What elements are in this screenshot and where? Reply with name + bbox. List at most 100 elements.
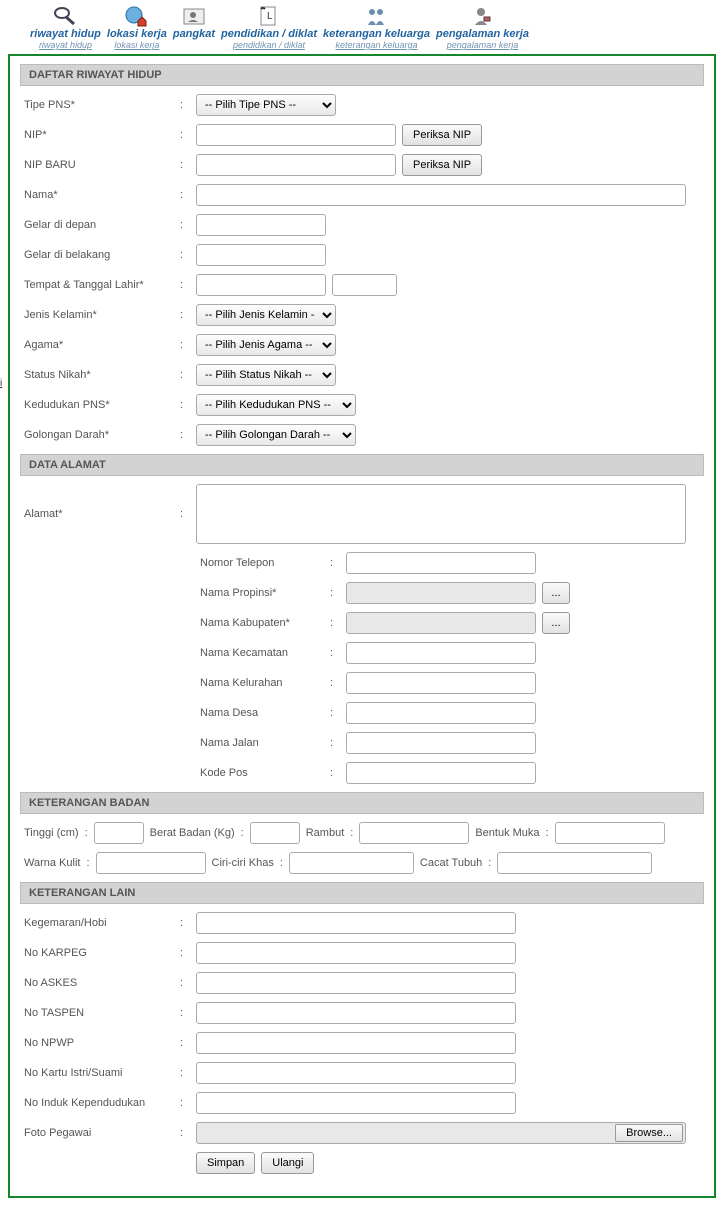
- browse-button[interactable]: Browse...: [615, 1124, 683, 1142]
- nav-sublabel: pendidikan / diklat: [233, 40, 305, 50]
- label-kedudukan: Kedudukan PNS*: [24, 399, 180, 411]
- label-kodepos: Kode Pos: [200, 767, 330, 779]
- nav-label: pangkat: [173, 28, 215, 40]
- input-npwp[interactable]: [196, 1032, 516, 1054]
- magnifier-icon: [51, 4, 79, 28]
- nav-sublabel: keterangan keluarga: [335, 40, 417, 50]
- input-cacat[interactable]: [497, 852, 652, 874]
- select-status-nikah[interactable]: -- Pilih Status Nikah --: [196, 364, 336, 386]
- nav-pendidikan[interactable]: L pendidikan / diklat pendidikan / dikla…: [221, 4, 317, 50]
- label-status-nikah: Status Nikah*: [24, 369, 180, 381]
- nav-label: riwayat hidup: [30, 28, 101, 40]
- input-ciri[interactable]: [289, 852, 414, 874]
- input-taspen[interactable]: [196, 1002, 516, 1024]
- input-karpeg[interactable]: [196, 942, 516, 964]
- textarea-alamat[interactable]: [196, 484, 686, 544]
- input-kabupaten: [346, 612, 536, 634]
- periksa-nip-baru-button[interactable]: Periksa NIP: [402, 154, 482, 176]
- select-jk[interactable]: -- Pilih Jenis Kelamin --: [196, 304, 336, 326]
- label-kartu-istri: No Kartu Istri/Suami: [24, 1067, 180, 1079]
- label-cacat: Cacat Tubuh: [420, 857, 482, 869]
- label-ciri: Ciri-ciri Khas: [212, 857, 274, 869]
- nav-sublabel: lokasi kerja: [114, 40, 159, 50]
- label-alamat: Alamat*: [24, 484, 180, 520]
- lookup-kabupaten-button[interactable]: ...: [542, 612, 570, 634]
- input-kartu-istri[interactable]: [196, 1062, 516, 1084]
- label-karpeg: No KARPEG: [24, 947, 180, 959]
- label-tipe-pns: Tipe PNS*: [24, 99, 180, 111]
- input-askes[interactable]: [196, 972, 516, 994]
- label-gelar-belakang: Gelar di belakang: [24, 249, 180, 261]
- simpan-button[interactable]: Simpan: [196, 1152, 255, 1174]
- input-kecamatan[interactable]: [346, 642, 536, 664]
- label-ttl: Tempat & Tanggal Lahir*: [24, 279, 180, 291]
- person-card-icon: [180, 4, 208, 28]
- label-askes: No ASKES: [24, 977, 180, 989]
- input-tempat-lahir[interactable]: [196, 274, 326, 296]
- input-gelar-belakang[interactable]: [196, 244, 326, 266]
- nav-label: pendidikan / diklat: [221, 28, 317, 40]
- svg-text:L: L: [267, 11, 273, 22]
- nav-riwayat-hidup[interactable]: riwayat hidup riwayat hidup: [30, 4, 101, 50]
- nav-lokasi-kerja[interactable]: lokasi kerja lokasi kerja: [107, 4, 167, 50]
- section-riwayat-hidup: DAFTAR RIWAYAT HIDUP: [20, 64, 704, 86]
- input-jalan[interactable]: [346, 732, 536, 754]
- nav-bar: riwayat hidup riwayat hidup lokasi kerja…: [0, 0, 724, 52]
- label-bentuk-muka: Bentuk Muka: [475, 827, 539, 839]
- section-keterangan-badan: KETERANGAN BADAN: [20, 792, 704, 814]
- label-golongan-darah: Golongan Darah*: [24, 429, 180, 441]
- input-desa[interactable]: [346, 702, 536, 724]
- lookup-propinsi-button[interactable]: ...: [542, 582, 570, 604]
- label-jalan: Nama Jalan: [200, 737, 330, 749]
- label-npwp: No NPWP: [24, 1037, 180, 1049]
- section-keterangan-lain: KETERANGAN LAIN: [20, 882, 704, 904]
- nav-keterangan-keluarga[interactable]: keterangan keluarga keterangan keluarga: [323, 4, 430, 50]
- input-foto[interactable]: [196, 1122, 686, 1144]
- label-hobi: Kegemaran/Hobi: [24, 917, 180, 929]
- nav-pengalaman-kerja[interactable]: pengalaman kerja pengalaman kerja: [436, 4, 529, 50]
- periksa-nip-button[interactable]: Periksa NIP: [402, 124, 482, 146]
- label-propinsi: Nama Propinsi*: [200, 587, 330, 599]
- input-kodepos[interactable]: [346, 762, 536, 784]
- nav-label: pengalaman kerja: [436, 28, 529, 40]
- label-kecamatan: Nama Kecamatan: [200, 647, 330, 659]
- label-nama: Nama*: [24, 189, 180, 201]
- input-warna-kulit[interactable]: [96, 852, 206, 874]
- input-nama[interactable]: [196, 184, 686, 206]
- label-foto: Foto Pegawai: [24, 1127, 180, 1139]
- input-hobi[interactable]: [196, 912, 516, 934]
- label-nip: NIP*: [24, 129, 180, 141]
- input-telepon[interactable]: [346, 552, 536, 574]
- input-kelurahan[interactable]: [346, 672, 536, 694]
- label-nik: No Induk Kependudukan: [24, 1097, 180, 1109]
- input-nik[interactable]: [196, 1092, 516, 1114]
- input-bentuk-muka[interactable]: [555, 822, 665, 844]
- globe-home-icon: [123, 4, 151, 28]
- section-data-alamat: DATA ALAMAT: [20, 454, 704, 476]
- select-golongan-darah[interactable]: -- Pilih Golongan Darah --: [196, 424, 356, 446]
- ulangi-button[interactable]: Ulangi: [261, 1152, 314, 1174]
- label-nip-baru: NIP BARU: [24, 159, 180, 171]
- nav-sublabel: riwayat hidup: [39, 40, 92, 50]
- input-rambut[interactable]: [359, 822, 469, 844]
- label-gelar-depan: Gelar di depan: [24, 219, 180, 231]
- select-agama[interactable]: -- Pilih Jenis Agama --: [196, 334, 336, 356]
- label-kabupaten: Nama Kabupaten*: [200, 617, 330, 629]
- label-warna-kulit: Warna Kulit: [24, 857, 80, 869]
- label-desa: Nama Desa: [200, 707, 330, 719]
- select-kedudukan[interactable]: -- Pilih Kedudukan PNS --: [196, 394, 356, 416]
- worker-icon: [468, 4, 496, 28]
- input-tanggal-lahir[interactable]: [332, 274, 397, 296]
- input-gelar-depan[interactable]: [196, 214, 326, 236]
- input-berat[interactable]: [250, 822, 300, 844]
- nav-pangkat[interactable]: pangkat: [173, 4, 215, 50]
- nav-sublabel: pengalaman kerja: [447, 40, 519, 50]
- input-nip[interactable]: [196, 124, 396, 146]
- label-berat: Berat Badan (Kg): [150, 827, 235, 839]
- input-tinggi[interactable]: [94, 822, 144, 844]
- input-propinsi: [346, 582, 536, 604]
- sidebar-letter: i: [0, 378, 2, 389]
- label-rambut: Rambut: [306, 827, 345, 839]
- input-nip-baru[interactable]: [196, 154, 396, 176]
- select-tipe-pns[interactable]: -- Pilih Tipe PNS --: [196, 94, 336, 116]
